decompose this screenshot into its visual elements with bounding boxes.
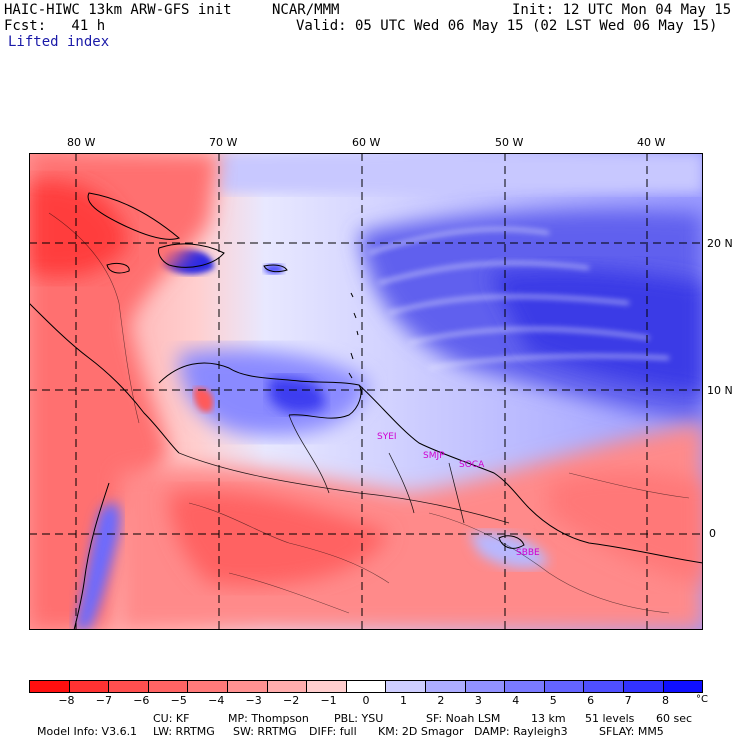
colorbar-segment <box>425 681 466 692</box>
colorbar-tick-label: 8 <box>662 694 670 707</box>
lat-label-0: 0 <box>709 527 716 540</box>
map-frame <box>29 153 703 630</box>
colorbar-tick-label: −4 <box>208 694 225 707</box>
footer-version: Model Info: V3.6.1 <box>37 725 138 738</box>
colorbar-labels: −8 −7 −6 −5 −4 −3 −2 −1 0 1 2 3 4 5 6 7 8 <box>29 694 703 708</box>
colorbar-tick-label: 7 <box>624 694 632 707</box>
station-sbbe: SBBE <box>516 548 540 558</box>
colorbar-tick-label: 3 <box>474 694 482 707</box>
footer-levels: 51 levels <box>585 712 635 725</box>
lat-label-20n: 20 N <box>707 237 733 250</box>
lon-label-70w: 70 W <box>209 136 238 149</box>
graticule <box>29 153 703 630</box>
lon-label-60w: 60 W <box>352 136 381 149</box>
colorbar-segment <box>584 681 624 692</box>
borders <box>178 414 510 524</box>
colorbar-tick-label: −3 <box>245 694 262 707</box>
colorbar-segment <box>148 681 189 692</box>
field-name: Lifted index <box>8 34 110 50</box>
model-title: HAIC-HIWC 13km ARW-GFS init <box>4 2 232 18</box>
colorbar-tick-label: 6 <box>587 694 595 707</box>
footer-cu: CU: KF <box>153 712 190 725</box>
colorbar-tick-label: 5 <box>549 694 557 707</box>
station-syei: SYEI <box>377 432 397 442</box>
footer-resolution: 13 km <box>531 712 566 725</box>
colorbar-tick-label: 0 <box>362 694 370 707</box>
footer-mp: MP: Thompson <box>228 712 309 725</box>
colorbar <box>29 680 703 693</box>
organization-label: NCAR/MMM <box>272 2 340 18</box>
lon-label-40w: 40 W <box>637 136 666 149</box>
lon-label-50w: 50 W <box>495 136 524 149</box>
colorbar-segment <box>188 681 228 692</box>
footer-sw: SW: RRTMG <box>233 725 297 738</box>
colorbar-tick-label: 4 <box>512 694 520 707</box>
lat-label-10n: 10 N <box>707 384 733 397</box>
colorbar-segment <box>623 681 664 692</box>
colorbar-segment <box>227 681 268 692</box>
station-soca: SOCA <box>459 460 485 470</box>
colorbar-segment <box>307 681 347 692</box>
colorbar-segment <box>69 681 110 692</box>
colorbar-tick-label: −6 <box>133 694 150 707</box>
map-canvas <box>29 153 703 630</box>
footer-sf: SF: Noah LSM <box>426 712 501 725</box>
colorbar-segment <box>465 681 506 692</box>
colorbar-tick-label: −1 <box>320 694 337 707</box>
footer-sflay: SFLAY: MM5 <box>599 725 664 738</box>
colorbar-segment <box>544 681 585 692</box>
colorbar-segment <box>663 681 703 692</box>
colorbar-tick-label: −5 <box>170 694 187 707</box>
init-time: Init: 12 UTC Mon 04 May 15 <box>512 2 732 18</box>
footer-km: KM: 2D Smagor <box>378 725 464 738</box>
colorbar-segment <box>30 681 70 692</box>
lifted-index-map <box>29 153 703 630</box>
colorbar-segment <box>267 681 308 692</box>
colorbar-tick-label: −7 <box>95 694 112 707</box>
footer-pbl: PBL: YSU <box>334 712 384 725</box>
colorbar-segment <box>109 681 149 692</box>
footer-timestep: 60 sec <box>656 712 693 725</box>
contours <box>48 212 690 614</box>
colorbar-tick-label: 2 <box>437 694 445 707</box>
colorbar-tick-label: 1 <box>399 694 407 707</box>
footer-damp: DAMP: Rayleigh3 <box>474 725 568 738</box>
footer-model-info: Model Info: V3.6.1 <box>30 712 137 738</box>
colorbar-segment <box>346 681 387 692</box>
footer-diff: DIFF: full <box>309 725 357 738</box>
colorbar-segment <box>386 681 426 692</box>
station-smjp: SMJP <box>423 451 445 461</box>
colorbar-tick-label: −2 <box>283 694 300 707</box>
colorbar-tick-label: −8 <box>58 694 75 707</box>
lon-label-80w: 80 W <box>67 136 96 149</box>
valid-time: Valid: 05 UTC Wed 06 May 15 (02 LST Wed … <box>296 18 718 34</box>
colorbar-unit: °C <box>696 694 708 705</box>
footer-lw: LW: RRTMG <box>153 725 215 738</box>
forecast-hour: Fcst: 41 h <box>4 18 106 34</box>
colorbar-segment <box>505 681 545 692</box>
